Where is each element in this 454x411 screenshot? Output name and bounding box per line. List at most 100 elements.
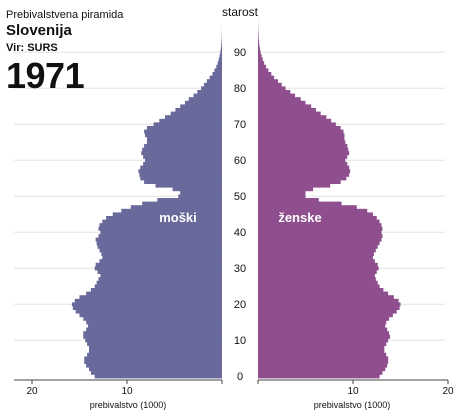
bar-female bbox=[258, 313, 393, 318]
bar-female bbox=[258, 270, 377, 274]
bar-male bbox=[203, 82, 222, 87]
bar-female bbox=[258, 338, 389, 343]
bar-male bbox=[98, 234, 222, 238]
bar-male bbox=[188, 97, 222, 102]
bar-male bbox=[86, 291, 223, 296]
age-tick-label: 50 bbox=[234, 191, 246, 203]
bar-male bbox=[216, 64, 222, 69]
bar-male bbox=[83, 331, 222, 336]
bar-female bbox=[258, 324, 386, 328]
bar-male bbox=[153, 122, 222, 127]
bar-female bbox=[258, 61, 265, 66]
age-tick-label: 40 bbox=[234, 227, 246, 239]
bar-male bbox=[95, 237, 222, 242]
bar-female bbox=[258, 284, 380, 289]
bar-female bbox=[258, 331, 390, 336]
bar-female bbox=[258, 104, 312, 109]
bar-female bbox=[258, 252, 374, 256]
bar-male bbox=[143, 162, 222, 166]
x-tick-label-right: 20 bbox=[442, 386, 454, 397]
bar-female bbox=[258, 234, 383, 238]
bar-female bbox=[258, 140, 346, 145]
x-tick-label-left: 10 bbox=[121, 386, 133, 397]
bar-male bbox=[85, 338, 222, 343]
bar-male bbox=[90, 370, 223, 375]
bar-male bbox=[112, 212, 222, 217]
bar-male bbox=[97, 244, 222, 249]
bar-male bbox=[219, 54, 222, 58]
bar-male bbox=[97, 270, 222, 274]
bar-female bbox=[258, 165, 350, 170]
bar-female bbox=[258, 226, 383, 231]
bar-female bbox=[258, 100, 306, 105]
bar-female bbox=[258, 352, 387, 357]
bar-male bbox=[155, 183, 222, 188]
age-tick-label: 10 bbox=[234, 335, 246, 347]
bar-male bbox=[89, 349, 222, 354]
bar-male bbox=[144, 129, 222, 134]
bar-female bbox=[258, 57, 263, 62]
bar-male bbox=[184, 100, 222, 105]
bar-male bbox=[121, 208, 222, 213]
bar-female bbox=[258, 54, 262, 58]
age-tick-label: 20 bbox=[234, 299, 246, 311]
bar-male bbox=[98, 226, 222, 231]
bar-male bbox=[140, 176, 222, 181]
bar-male bbox=[141, 151, 222, 156]
bar-female bbox=[258, 90, 291, 94]
bar-female bbox=[258, 302, 401, 307]
bar-male bbox=[89, 345, 222, 350]
bar-female bbox=[258, 219, 380, 224]
bar-female bbox=[258, 198, 319, 202]
bar-female bbox=[258, 129, 344, 134]
bar-male bbox=[214, 68, 222, 73]
bar-female bbox=[258, 298, 399, 303]
bar-female bbox=[258, 309, 397, 314]
bar-female bbox=[258, 223, 382, 228]
bar-female bbox=[258, 205, 357, 210]
bar-male bbox=[220, 50, 222, 55]
bar-male bbox=[175, 108, 222, 112]
bar-female bbox=[258, 39, 259, 44]
bar-male bbox=[157, 198, 222, 202]
bar-female bbox=[258, 208, 368, 213]
x-axis-label-right: prebivalstvo (1000) bbox=[314, 400, 391, 410]
bar-female bbox=[258, 244, 378, 249]
bar-female bbox=[258, 50, 261, 55]
data-source: Vir: SURS bbox=[6, 42, 58, 54]
bar-male bbox=[143, 154, 222, 159]
bar-female bbox=[258, 79, 278, 84]
bar-male bbox=[144, 144, 222, 148]
bar-female bbox=[258, 126, 341, 130]
bar-male bbox=[100, 273, 222, 278]
bar-female bbox=[258, 154, 348, 159]
bar-male bbox=[146, 140, 222, 145]
bar-female bbox=[258, 216, 377, 220]
bar-female bbox=[258, 360, 389, 364]
bar-male bbox=[159, 118, 222, 123]
bar-male bbox=[99, 259, 222, 264]
x-tick-label-left: 20 bbox=[26, 386, 38, 397]
country-title: Slovenija bbox=[6, 22, 72, 39]
bar-female bbox=[258, 201, 342, 206]
bar-female bbox=[258, 190, 306, 195]
bar-male bbox=[106, 216, 222, 220]
age-tick-label: 90 bbox=[234, 47, 246, 59]
bar-female bbox=[258, 241, 380, 246]
x-tick-label-right: 10 bbox=[347, 386, 359, 397]
bar-male bbox=[165, 115, 222, 120]
bar-male bbox=[96, 280, 222, 285]
bar-female bbox=[258, 176, 347, 181]
bar-female bbox=[258, 212, 373, 217]
bar-male bbox=[99, 223, 222, 228]
bar-male bbox=[75, 309, 222, 314]
bar-female bbox=[258, 370, 383, 375]
axis-ticks: 20 20 10 10 0 10 20 30 40 50 60 70 80 90 bbox=[14, 47, 454, 397]
bar-female bbox=[258, 147, 349, 152]
bar-female bbox=[258, 169, 351, 174]
bar-female bbox=[258, 68, 269, 73]
bar-female bbox=[258, 133, 345, 138]
bar-male bbox=[100, 230, 222, 235]
bar-male bbox=[102, 255, 222, 260]
bar-male bbox=[86, 320, 223, 325]
